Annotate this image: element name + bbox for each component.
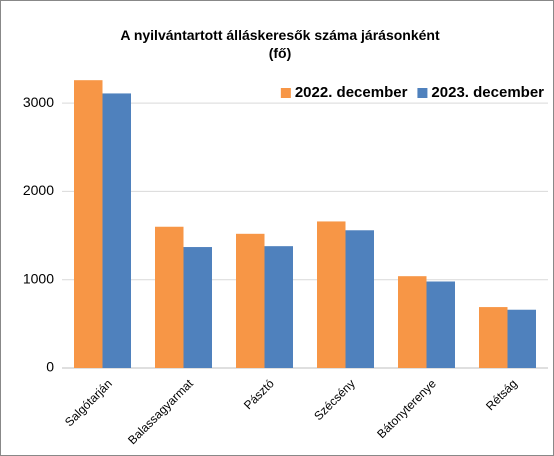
y-tick-label: 0 [46, 359, 54, 375]
chart-title: A nyilvántartott álláskeresők száma járá… [120, 27, 440, 61]
legend-label: 2023. december [431, 84, 544, 101]
bar [426, 281, 455, 368]
y-tick-label: 1000 [23, 270, 54, 286]
legend-swatch [280, 88, 291, 98]
bar [264, 246, 293, 368]
y-tick-label: 2000 [23, 182, 54, 198]
y-tick-label: 3000 [23, 94, 54, 110]
bar [317, 221, 346, 368]
bar [345, 230, 374, 368]
bar [507, 309, 536, 368]
bar [155, 226, 184, 368]
bar [236, 233, 265, 368]
bar [74, 80, 103, 368]
bar [479, 307, 508, 368]
legend-label: 2022. december [295, 84, 408, 101]
bar [183, 247, 212, 368]
legend-swatch [417, 88, 428, 98]
bar [398, 276, 427, 368]
bar [102, 93, 131, 368]
